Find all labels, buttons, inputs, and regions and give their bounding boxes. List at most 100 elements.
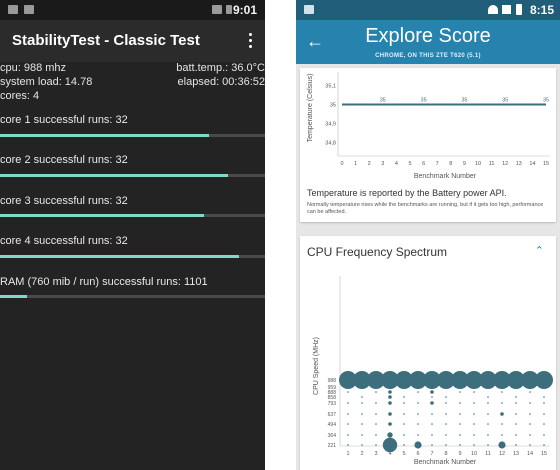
cores-stat: cores: 4: [0, 90, 40, 102]
cpu-y-tick: 494: [328, 422, 337, 428]
cpu-frequency-dot: [347, 391, 349, 393]
temp-x-tick: 1: [354, 161, 357, 167]
cpu-frequency-dot: [417, 423, 419, 425]
cpu-frequency-dot: [395, 371, 413, 389]
cpu-frequency-dot: [445, 413, 447, 415]
cpu-frequency-dot: [367, 371, 385, 389]
cpu-frequency-dot: [361, 423, 363, 425]
core4-runs-label: core 4 successful runs: 32: [0, 235, 128, 247]
temp-x-label: Benchmark Number: [414, 173, 477, 180]
image-icon-right: [304, 5, 314, 14]
cpu-y-tick: 888: [328, 390, 337, 396]
cpu-frequency-dot: [501, 402, 503, 404]
cpu-frequency-dot: [487, 396, 489, 398]
cpu-frequency-dot: [459, 444, 461, 446]
cpu-frequency-dot: [543, 413, 545, 415]
temp-x-tick: 5: [408, 161, 411, 167]
core4-progress-fill: [0, 255, 239, 258]
notification-icon: [8, 5, 18, 14]
image-icon: [24, 5, 34, 14]
signal-icon: [502, 5, 511, 14]
cpu-frequency-dot: [543, 423, 545, 425]
cpu-frequency-dot: [515, 434, 517, 436]
cpu-frequency-dot: [487, 444, 489, 446]
cpu-frequency-dot: [403, 434, 405, 436]
core3-runs-label: core 3 successful runs: 32: [0, 195, 128, 207]
temp-x-tick: 12: [502, 161, 508, 167]
cpu-frequency-dot: [459, 434, 461, 436]
cpu-x-tick: 4: [388, 451, 391, 457]
cpu-frequency-dot: [414, 441, 422, 449]
cpu-frequency-dot: [361, 444, 363, 446]
wifi-icon: [488, 5, 498, 14]
cpu-frequency-dot: [501, 423, 503, 425]
no-signal-icon: [212, 5, 222, 14]
cpu-frequency-dot: [500, 412, 504, 416]
status-bar-right: 8:15: [296, 0, 560, 20]
cpu-frequency-dot: [445, 444, 447, 446]
overflow-menu-icon[interactable]: [249, 33, 253, 49]
cpu-frequency-dot: [487, 413, 489, 415]
cpu-frequency-dot: [479, 371, 497, 389]
cpu-frequency-dot: [431, 434, 433, 436]
cpu-frequency-dot: [375, 391, 377, 393]
stabilitytest-screen: 9:01 StabilityTest - Classic Test cpu: 9…: [0, 0, 265, 470]
cpu-frequency-dot: [423, 371, 441, 389]
cpu-frequency-dot: [339, 371, 357, 389]
page-title: Explore Score: [365, 25, 491, 47]
temperature-note-detail: Normally temperature rises while the ben…: [307, 202, 544, 215]
cpu-frequency-dot: [361, 413, 363, 415]
cpu-x-tick: 3: [374, 451, 377, 457]
temp-x-tick: 15: [543, 161, 549, 167]
collapse-chevron-icon[interactable]: ⌃: [534, 245, 544, 257]
cpu-frequency-dot: [381, 371, 399, 389]
cpu-x-tick: 11: [485, 451, 491, 457]
temp-x-tick: 6: [422, 161, 425, 167]
cpu-y-tick: 221: [328, 443, 337, 449]
core2-progress: [0, 174, 265, 177]
cpu-frequency-dot: [437, 371, 455, 389]
app-bar: StabilityTest - Classic Test: [0, 20, 265, 62]
cpu-frequency-dot: [388, 401, 392, 405]
cpu-frequency-dot: [507, 371, 525, 389]
cpu-frequency-dot: [347, 423, 349, 425]
core4-progress: [0, 255, 265, 258]
cpu-frequency-dot: [388, 395, 392, 399]
battery-icon: [226, 5, 232, 14]
cpu-frequency-dot: [445, 402, 447, 404]
temp-data-label: 35: [461, 98, 467, 104]
cpu-frequency-dot: [445, 434, 447, 436]
back-arrow-icon[interactable]: ←: [306, 31, 324, 51]
cpu-frequency-dot: [487, 434, 489, 436]
page-subtitle: CHROME, ON THIS ZTE T620 (5.1): [375, 53, 481, 59]
cpu-frequency-dot: [473, 413, 475, 415]
temp-x-tick: 4: [395, 161, 398, 167]
cpu-x-tick: 9: [458, 451, 461, 457]
temp-x-tick: 3: [381, 161, 384, 167]
cpu-frequency-dot: [417, 434, 419, 436]
cpu-frequency-dot: [465, 371, 483, 389]
temp-x-tick: 14: [529, 161, 535, 167]
cpu-frequency-dot: [493, 371, 511, 389]
temp-data-label: 35: [502, 98, 508, 104]
cpu-x-tick: 2: [360, 451, 363, 457]
cpu-x-label: Benchmark Number: [414, 459, 477, 466]
cpu-frequency-dot: [388, 422, 392, 426]
cpu-frequency-dot: [403, 396, 405, 398]
cpu-frequency-dot: [403, 423, 405, 425]
cpu-frequency-dot: [417, 391, 419, 393]
cpu-frequency-dot: [361, 402, 363, 404]
cpu-frequency-dot: [487, 402, 489, 404]
cpu-frequency-dot: [529, 423, 531, 425]
cpu-frequency-dot: [445, 396, 447, 398]
cpu-x-tick: 13: [513, 451, 519, 457]
cpu-frequency-dot: [347, 434, 349, 436]
cpu-y-tick: 364: [328, 433, 337, 439]
core3-progress: [0, 214, 265, 217]
status-time: 9:01: [232, 3, 257, 17]
cpu-y-tick: 988: [328, 378, 337, 384]
explore-header: ← Explore Score CHROME, ON THIS ZTE T620…: [296, 20, 560, 64]
cpu-frequency-dot: [388, 412, 392, 416]
cpu-frequency-dot: [431, 423, 433, 425]
